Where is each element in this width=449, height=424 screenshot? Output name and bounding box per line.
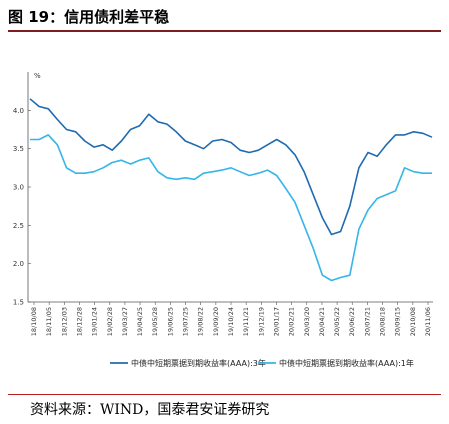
x-tick-label: 19/04/25 <box>136 307 144 336</box>
legend: 中债中短期票据到期收益率(AAA):3年 中债中短期票据到期收益率(AAA):1年 <box>110 358 414 368</box>
y-tick-label: 4.0 <box>13 107 24 115</box>
x-tick-label: 19/08/22 <box>197 307 205 336</box>
x-tick-label: 20/09/15 <box>394 307 402 336</box>
x-tick-label: 20/02/21 <box>288 307 296 336</box>
x-tick-label: 20/08/18 <box>379 307 387 336</box>
x-tick-label: 18/10/08 <box>30 307 38 336</box>
x-tick-label: 19/10/24 <box>227 307 235 336</box>
x-tick-label: 20/01/17 <box>272 307 280 336</box>
x-tick-label: 20/04/21 <box>318 307 326 336</box>
y-tick-label: 2.0 <box>13 260 24 268</box>
x-tick-label: 19/01/24 <box>91 307 99 336</box>
series-line-2 <box>30 134 432 282</box>
x-tick-label: 20/03/20 <box>303 307 311 336</box>
x-tick-label: 19/03/27 <box>121 307 129 336</box>
x-tick-label: 20/05/22 <box>333 307 341 336</box>
x-tick-label: 19/09/20 <box>212 307 220 336</box>
x-tick-label: 19/06/25 <box>166 307 174 336</box>
y-tick-label: 2.5 <box>13 222 24 230</box>
x-tick-label: 20/06/22 <box>348 307 356 336</box>
figure-title: 图 19：信用债利差平稳 <box>8 8 170 26</box>
y-tick-label: 3.0 <box>13 184 24 192</box>
x-tick-label: 18/12/28 <box>75 307 83 336</box>
x-tick-label: 20/11/06 <box>424 307 432 336</box>
x-tick-label: 19/02/28 <box>106 307 114 336</box>
y-tick-label: 3.5 <box>13 145 24 153</box>
x-tick-label: 18/11/05 <box>45 307 53 336</box>
series-line-1 <box>29 98 433 236</box>
legend-label-1: 中债中短期票据到期收益率(AAA):3年 <box>131 358 266 368</box>
series-group <box>29 98 433 282</box>
x-tick-label: 19/07/25 <box>182 307 190 336</box>
y-axis-unit: % <box>34 72 41 80</box>
title-rule <box>8 30 441 32</box>
y-tick-label: 1.5 <box>13 299 24 307</box>
x-tick-label: 18/12/03 <box>60 307 68 336</box>
x-tick-label: 19/12/19 <box>257 307 265 336</box>
x-tick-group: 18/10/08 18/11/05 18/12/03 18/12/28 19/01/24… <box>30 302 432 336</box>
legend-label-2: 中债中短期票据到期收益率(AAA):1年 <box>279 358 414 368</box>
y-tick-group: 1.5 2.0 2.5 3.0 3.5 4.0 <box>13 107 31 307</box>
source-note: 资料来源：WIND，国泰君安证券研究 <box>30 402 270 418</box>
x-tick-label: 20/10/08 <box>409 307 417 336</box>
line-chart: % 1.52.02.53.03.54.0 18/10/08 18/11/05 18/… <box>13 72 433 368</box>
x-tick-label: 20/07/21 <box>363 307 371 336</box>
x-tick-label: 19/11/21 <box>242 307 250 336</box>
source-rule <box>8 394 441 395</box>
x-tick-label: 19/05/28 <box>151 307 159 336</box>
